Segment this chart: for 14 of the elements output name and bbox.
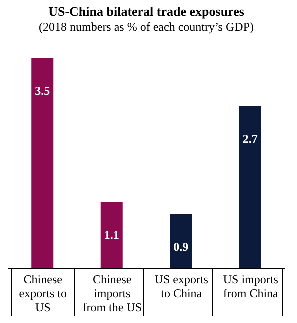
- bar: [100, 202, 123, 268]
- data-label: 3.5: [35, 84, 50, 98]
- data-label: 1.1: [104, 228, 120, 242]
- x-tick-label: Chinese imports from the US: [82, 272, 142, 314]
- chart-title: US-China bilateral trade exposures: [48, 4, 244, 19]
- x-tick-label: Chinese exports to US: [19, 272, 67, 314]
- bar: [239, 106, 262, 268]
- bar: [32, 58, 54, 268]
- data-label: 0.9: [174, 240, 189, 254]
- x-tick-label: US imports from China: [223, 272, 280, 300]
- bar: [170, 214, 192, 268]
- chart-subtitle: (2018 numbers as % of each country’s GDP): [39, 20, 254, 34]
- data-label: 2.7: [242, 132, 258, 146]
- x-tick-label: US exports to China: [154, 272, 209, 300]
